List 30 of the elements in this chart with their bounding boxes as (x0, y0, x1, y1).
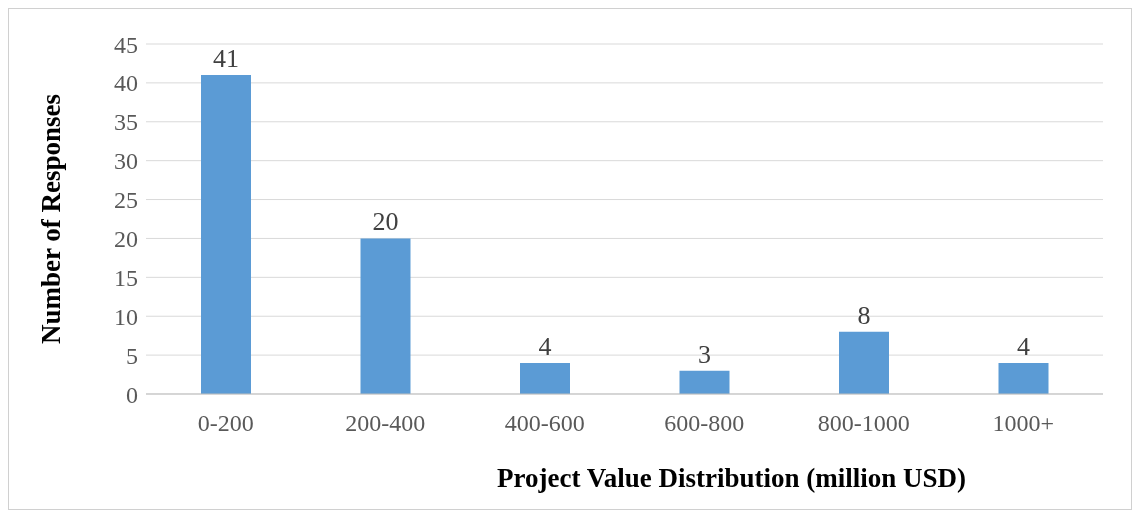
y-tick-label: 25 (114, 187, 138, 214)
x-axis-title: Project Value Distribution (million USD) (496, 463, 967, 493)
x-tick-label: 200-400 (345, 410, 426, 437)
y-tick-label: 5 (126, 342, 138, 369)
bar (998, 362, 1049, 394)
x-tick-label: 800-1000 (817, 410, 910, 437)
data-label: 20 (372, 207, 399, 237)
data-label: 8 (857, 300, 871, 330)
bar (520, 362, 570, 394)
bar (360, 238, 411, 394)
y-tick-label: 30 (114, 148, 138, 175)
x-tick-label: 600-800 (664, 410, 745, 437)
bar (201, 75, 251, 394)
x-tick-label: 1000+ (992, 410, 1055, 437)
y-tick-label: 40 (114, 70, 138, 97)
y-tick-label: 20 (114, 225, 138, 252)
x-tick-label: 400-600 (504, 410, 585, 437)
bar (839, 331, 889, 394)
y-tick-label: 45 (114, 31, 138, 58)
y-tick-label: 0 (126, 381, 138, 408)
y-axis-title: Number of Responses (35, 93, 66, 345)
data-label: 41 (213, 44, 239, 74)
y-tick-label: 35 (114, 109, 138, 136)
y-tick-label: 15 (114, 264, 138, 291)
y-tick-label: 10 (114, 303, 138, 330)
x-tick-label: 0-200 (197, 410, 254, 437)
data-label: 4 (538, 331, 552, 361)
data-label: 4 (1017, 331, 1030, 361)
bar (679, 370, 730, 394)
data-label: 3 (698, 339, 711, 369)
